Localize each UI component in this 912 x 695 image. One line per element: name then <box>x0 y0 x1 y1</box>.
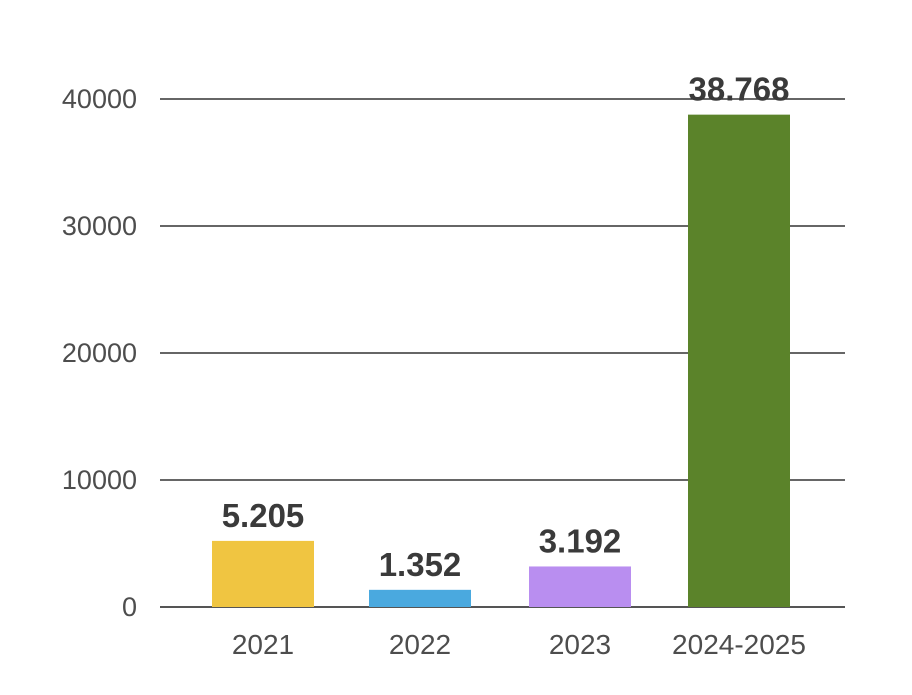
x-tick-label: 2023 <box>549 629 611 660</box>
y-axis-ticks: 0 10000 20000 30000 40000 <box>62 84 137 622</box>
x-tick-label: 2024-2025 <box>672 629 806 660</box>
x-tick-label: 2021 <box>232 629 294 660</box>
y-tick-label: 10000 <box>62 465 137 495</box>
data-label: 3.192 <box>539 522 622 559</box>
bar-2021 <box>212 540 314 607</box>
bar-2023 <box>529 566 631 607</box>
bars <box>212 114 790 608</box>
y-tick-label: 40000 <box>62 84 137 114</box>
bar-2022 <box>369 589 471 607</box>
data-label: 38.768 <box>689 71 790 108</box>
y-tick-label: 30000 <box>62 211 137 241</box>
y-tick-label: 20000 <box>62 338 137 368</box>
bar-2024-2025 <box>688 114 790 608</box>
x-tick-label: 2022 <box>389 629 451 660</box>
data-labels: 5.205 1.352 3.192 38.768 <box>222 71 790 583</box>
y-tick-label: 0 <box>122 592 137 622</box>
data-label: 1.352 <box>379 546 462 583</box>
data-label: 5.205 <box>222 497 305 534</box>
x-axis-ticks: 2021 2022 2023 2024-2025 <box>232 629 806 660</box>
